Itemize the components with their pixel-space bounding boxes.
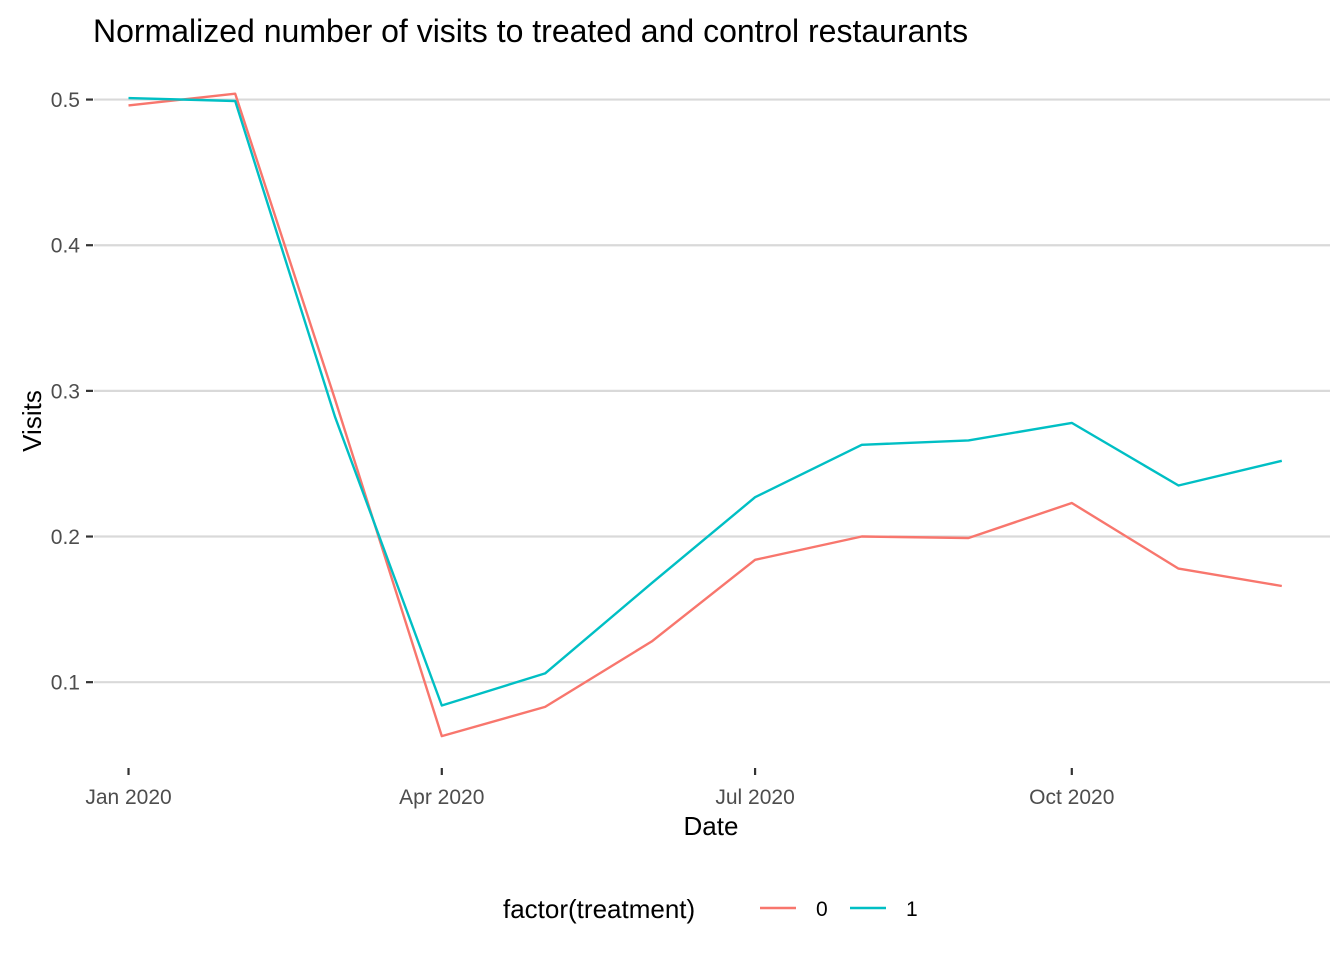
gridlines: [94, 98, 1330, 684]
legend-label-1: 1: [906, 898, 918, 921]
x-tick-label: Jan 2020: [85, 786, 171, 809]
series-line-1: [128, 96, 1283, 707]
y-axis: 0.1 0.2 0.3 0.4 0.5: [51, 89, 93, 695]
x-tick-label: Jul 2020: [715, 786, 794, 809]
legend-title: factor(treatment): [503, 894, 695, 924]
series-lines: [128, 92, 1283, 738]
x-axis-title: Date: [684, 811, 739, 841]
x-axis: Jan 2020 Apr 2020 Jul 2020 Oct 2020: [85, 768, 1114, 809]
y-tick-label: 0.2: [51, 526, 80, 549]
y-axis-title: Visits: [17, 390, 47, 452]
x-tick-label: Oct 2020: [1029, 786, 1114, 809]
y-tick-label: 0.3: [51, 380, 80, 403]
x-tick-label: Apr 2020: [399, 786, 484, 809]
y-tick-label: 0.5: [51, 89, 80, 112]
series-line-0: [128, 92, 1282, 738]
chart-title: Normalized number of visits to treated a…: [93, 13, 968, 49]
y-tick-label: 0.4: [51, 235, 81, 258]
legend-label-0: 0: [816, 898, 828, 921]
y-tick-label: 0.1: [51, 672, 80, 695]
